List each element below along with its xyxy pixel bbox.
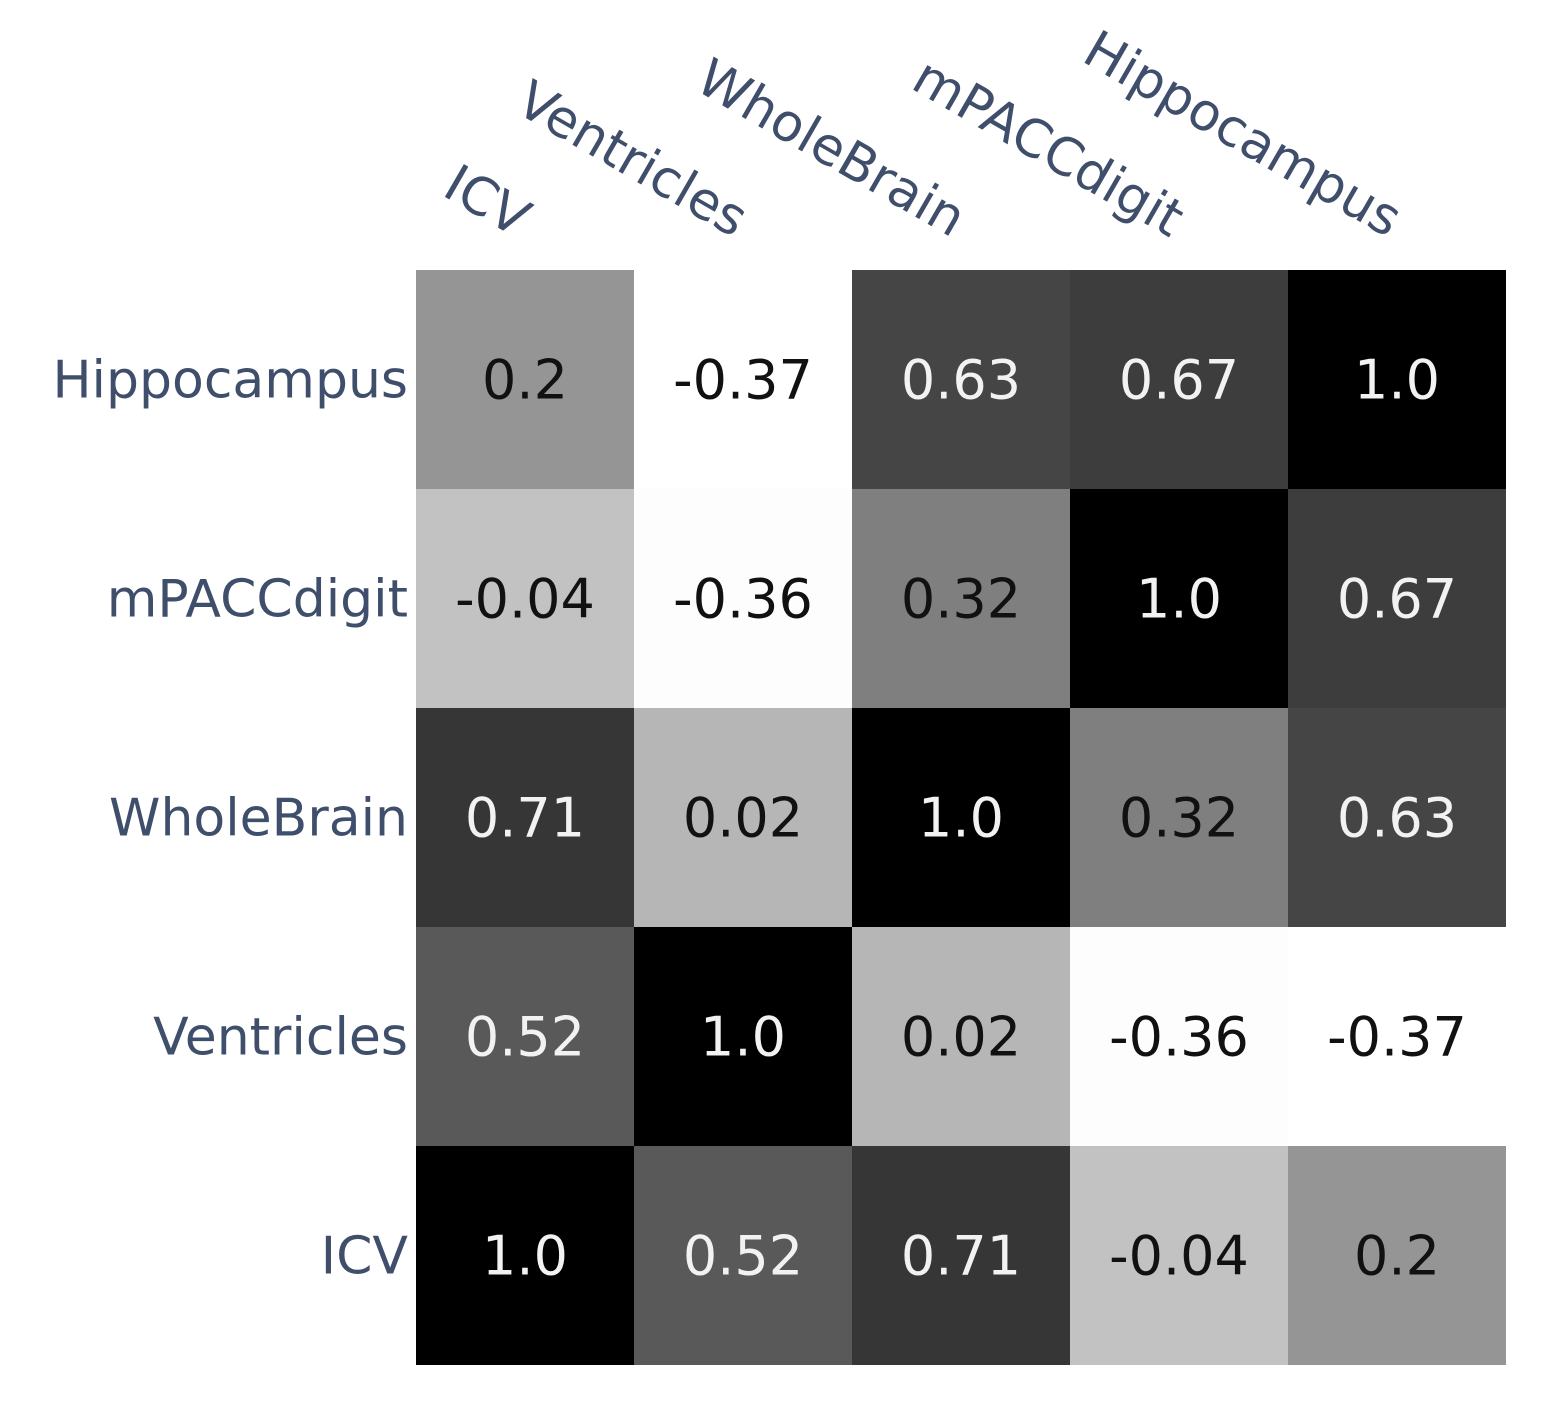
cell-value-hippocampus-icv: 0.2: [482, 349, 568, 412]
cell-value-wholebrain-hippocampus: 0.63: [1337, 787, 1457, 850]
row-labels: Hippocampus mPACCdigit WholeBrain Ventricle…: [52, 351, 408, 1287]
cell-ventricles-icv: [416, 927, 634, 1146]
cell-value-mpaccdigit-mpaccdigit: 1.0: [1136, 568, 1222, 631]
row-label-mpaccdigit: mPACCdigit: [107, 570, 408, 630]
cell-value-icv-icv: 1.0: [482, 1225, 568, 1288]
cell-value-icv-ventricles: 0.52: [683, 1225, 803, 1288]
cell-ventricles-wholebrain: [852, 927, 1070, 1146]
cell-value-hippocampus-ventricles: -0.37: [673, 349, 813, 412]
cell-value-mpaccdigit-ventricles: -0.36: [673, 568, 813, 631]
cell-value-wholebrain-mpaccdigit: 0.32: [1119, 787, 1239, 850]
cell-wholebrain-icv: [416, 708, 634, 927]
row-label-icv: ICV: [321, 1227, 409, 1287]
cell-hippocampus-ventricles: [634, 270, 852, 489]
cell-value-icv-hippocampus: 0.2: [1354, 1225, 1440, 1288]
cell-icv-wholebrain: [852, 1146, 1070, 1365]
cell-value-mpaccdigit-wholebrain: 0.32: [901, 568, 1021, 631]
heatmap-cells: 0.2 -0.37 0.63 0.67 1.0 -0.04 -0.36 0.32 1.0 0.67…: [416, 270, 1506, 1365]
cell-mpaccdigit-icv: [416, 489, 634, 708]
cell-icv-icv: [416, 1146, 634, 1365]
row-label-ventricles: Ventricles: [153, 1008, 408, 1068]
cell-mpaccdigit-wholebrain: [852, 489, 1070, 708]
cell-mpaccdigit-ventricles: [634, 489, 852, 708]
cell-value-ventricles-icv: 0.52: [465, 1006, 585, 1069]
cell-wholebrain-ventricles: [634, 708, 852, 927]
cell-ventricles-hippocampus: [1288, 927, 1506, 1146]
cell-value-ventricles-wholebrain: 0.02: [901, 1006, 1021, 1069]
cell-value-icv-mpaccdigit: -0.04: [1109, 1225, 1249, 1288]
cell-mpaccdigit-hippocampus: [1288, 489, 1506, 708]
cell-hippocampus-hippocampus: [1288, 270, 1506, 489]
cell-value-wholebrain-ventricles: 0.02: [683, 787, 803, 850]
cell-value-wholebrain-wholebrain: 1.0: [918, 787, 1004, 850]
cell-value-hippocampus-wholebrain: 0.63: [901, 349, 1021, 412]
cell-hippocampus-mpaccdigit: [1070, 270, 1288, 489]
cell-icv-mpaccdigit: [1070, 1146, 1288, 1365]
cell-wholebrain-wholebrain: [852, 708, 1070, 927]
cell-value-ventricles-ventricles: 1.0: [700, 1006, 786, 1069]
cell-value-hippocampus-mpaccdigit: 0.67: [1119, 349, 1239, 412]
cell-wholebrain-hippocampus: [1288, 708, 1506, 927]
cell-icv-ventricles: [634, 1146, 852, 1365]
cell-value-mpaccdigit-hippocampus: 0.67: [1337, 568, 1457, 631]
column-label-icv: ICV: [434, 154, 540, 250]
cell-ventricles-mpaccdigit: [1070, 927, 1288, 1146]
cell-hippocampus-wholebrain: [852, 270, 1070, 489]
cell-icv-hippocampus: [1288, 1146, 1506, 1365]
cell-value-mpaccdigit-icv: -0.04: [455, 568, 595, 631]
row-label-hippocampus: Hippocampus: [52, 351, 408, 411]
cell-mpaccdigit-mpaccdigit: [1070, 489, 1288, 708]
cell-wholebrain-mpaccdigit: [1070, 708, 1288, 927]
row-label-wholebrain: WholeBrain: [109, 789, 408, 849]
cell-value-icv-wholebrain: 0.71: [901, 1225, 1021, 1288]
column-labels: ICVVentriclesWholeBrainmPACCdigitHippoca…: [434, 20, 1412, 250]
cell-value-ventricles-mpaccdigit: -0.36: [1109, 1006, 1249, 1069]
cell-value-wholebrain-icv: 0.71: [465, 787, 585, 850]
cell-value-ventricles-hippocampus: -0.37: [1327, 1006, 1467, 1069]
cell-ventricles-ventricles: [634, 927, 852, 1146]
cell-hippocampus-icv: [416, 270, 634, 489]
cell-value-hippocampus-hippocampus: 1.0: [1354, 349, 1440, 412]
